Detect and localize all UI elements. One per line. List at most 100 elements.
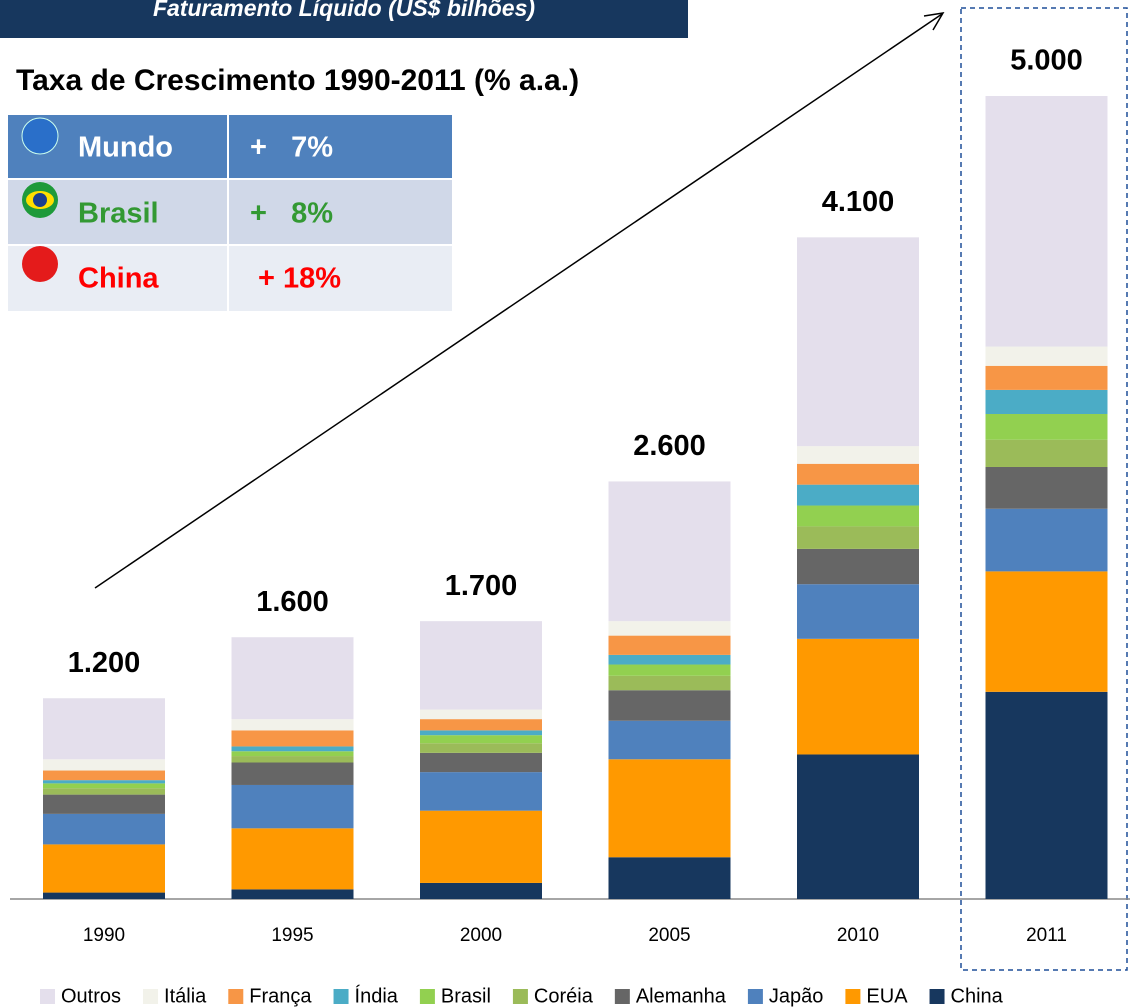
bar-segment xyxy=(608,720,731,760)
chart-title: Faturamento Líquido (US$ bilhões) xyxy=(153,0,535,21)
bar-segment xyxy=(608,654,731,665)
bar-segment xyxy=(608,664,731,676)
table-cell: China xyxy=(78,263,159,295)
bar-segment xyxy=(43,759,165,771)
table-cell: + 7% xyxy=(250,132,333,164)
bar-segment xyxy=(43,783,165,789)
bar-segment xyxy=(608,675,731,691)
bar-segment xyxy=(420,810,542,883)
x-tick-label: 2005 xyxy=(648,925,690,946)
legend-swatch xyxy=(614,989,630,1004)
legend-swatch xyxy=(747,989,763,1004)
total-label: 5.000 xyxy=(1010,45,1083,77)
bar-segment xyxy=(231,762,354,785)
bar-segment xyxy=(985,96,1108,347)
bar-segment xyxy=(608,690,731,721)
bar-segment xyxy=(420,709,542,720)
bar-segment xyxy=(420,882,542,899)
bar-segment xyxy=(985,413,1108,440)
bar-segment xyxy=(43,698,165,760)
legend-swatch xyxy=(228,989,244,1004)
total-label: 2.600 xyxy=(633,430,706,462)
bar-segment xyxy=(985,389,1108,414)
x-tick-label: 2011 xyxy=(1026,925,1067,946)
bar-segment xyxy=(985,571,1108,692)
bar-segment xyxy=(43,794,165,814)
bar-segment xyxy=(608,635,731,655)
legend-label: EUA xyxy=(866,985,908,1007)
subtitle: Taxa de Crescimento 1990-2011 (% a.a.) xyxy=(16,64,579,97)
table-cell: + 18% xyxy=(258,263,341,295)
total-label: 1.200 xyxy=(68,647,141,679)
total-label: 1.700 xyxy=(445,570,518,602)
x-tick-label: 2010 xyxy=(837,925,879,946)
legend-label: China xyxy=(951,985,1004,1007)
bar-segment xyxy=(797,548,919,585)
legend-swatch xyxy=(512,989,528,1004)
bar-segment xyxy=(43,844,165,893)
legend-swatch xyxy=(419,989,435,1004)
bar-segment xyxy=(985,508,1108,572)
bar-segment xyxy=(797,463,919,485)
legend-label: Itália xyxy=(164,985,207,1007)
bar-segment xyxy=(985,346,1108,366)
header-box xyxy=(0,0,688,38)
bar-segment xyxy=(797,526,919,549)
bar-segment xyxy=(420,743,542,753)
bar-segment xyxy=(797,754,919,899)
total-label: 4.100 xyxy=(822,186,895,218)
legend-label: Brasil xyxy=(441,985,491,1007)
legend-label: Japão xyxy=(769,985,824,1007)
bar-segment xyxy=(43,788,165,795)
bar-segment xyxy=(231,828,354,890)
bar-segment xyxy=(797,484,919,506)
legend-swatch xyxy=(40,989,55,1004)
bar-segment xyxy=(420,772,542,811)
globe-icon xyxy=(21,117,59,155)
bar-segment xyxy=(420,752,542,773)
bar-segment xyxy=(797,584,919,639)
x-tick-label: 1990 xyxy=(83,925,125,946)
x-tick-label: 2000 xyxy=(460,925,502,946)
bar-segment xyxy=(43,892,165,899)
legend-swatch xyxy=(333,989,349,1004)
bar-segment xyxy=(231,719,354,731)
bar-segment xyxy=(231,746,354,752)
legend-label: Coréia xyxy=(534,985,594,1007)
table-cell: Mundo xyxy=(78,132,173,164)
bar-segment xyxy=(43,813,165,845)
bar-segment xyxy=(985,466,1108,509)
arrow-head xyxy=(923,12,945,31)
bar-segment xyxy=(231,637,354,720)
bar-segment xyxy=(420,621,542,710)
legend-label: Outros xyxy=(61,985,121,1007)
bar-segment xyxy=(231,756,354,763)
highlight-box xyxy=(960,7,1128,971)
legend-label: Índia xyxy=(355,984,399,1007)
legend-label: França xyxy=(249,985,312,1007)
table-row xyxy=(8,115,452,178)
bar-segment xyxy=(231,730,354,747)
bar-segment xyxy=(608,481,731,622)
bar-segment xyxy=(231,889,354,899)
legend-swatch xyxy=(929,989,945,1004)
legend-swatch xyxy=(845,989,861,1004)
bar-segment xyxy=(985,439,1108,467)
table-cell: + 8% xyxy=(250,198,333,230)
legend-swatch xyxy=(143,989,159,1004)
bar-segment xyxy=(608,621,731,636)
table-cell: Brasil xyxy=(78,198,159,230)
bar-segment xyxy=(43,780,165,784)
bar-segment xyxy=(797,505,919,527)
bar-segment xyxy=(797,446,919,464)
china-flag xyxy=(22,246,58,282)
bar-segment xyxy=(797,237,919,447)
bar-segment xyxy=(985,365,1108,390)
bar-segment xyxy=(420,730,542,736)
bar-segment xyxy=(420,719,542,731)
bar-segment xyxy=(608,857,731,899)
bar-segment xyxy=(797,638,919,755)
brazil-flag xyxy=(33,193,47,207)
bar-segment xyxy=(231,784,354,829)
